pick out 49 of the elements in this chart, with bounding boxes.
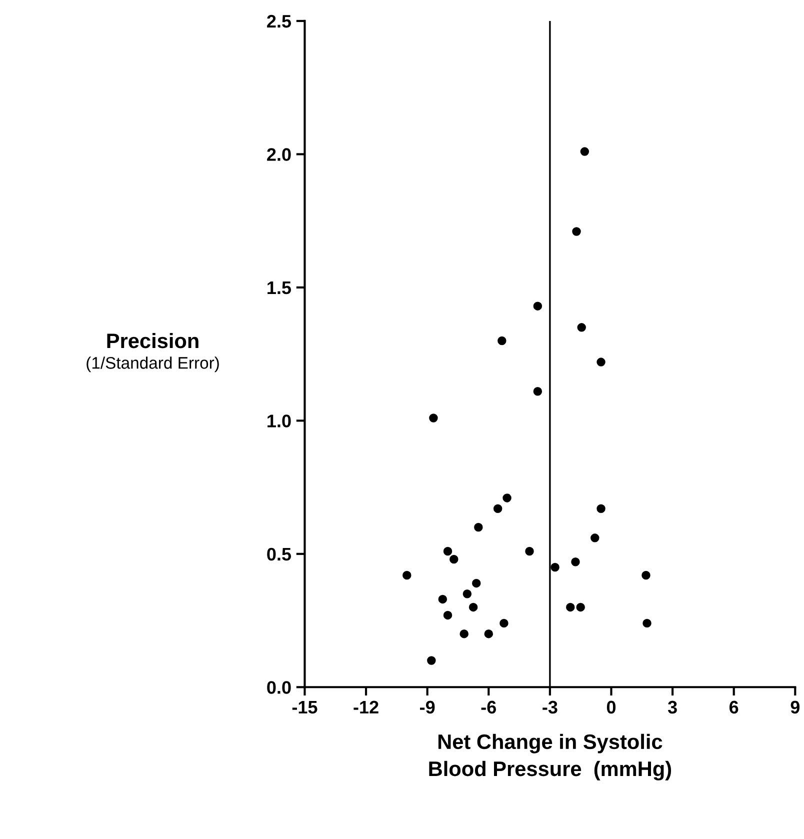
point: [642, 618, 652, 628]
point: [468, 602, 478, 612]
x-axis-title: Net Change in Systolic Blood Pressure (mmHg): [429, 734, 672, 780]
point: [566, 602, 575, 612]
x-tick-label: 6: [729, 700, 738, 714]
point: [474, 522, 483, 532]
x-tick-label: -9: [420, 700, 435, 714]
y-tick-label: 2.5: [267, 14, 292, 28]
point: [472, 578, 481, 588]
point: [596, 358, 606, 366]
point: [571, 558, 580, 566]
y-tick-label: 0.0: [267, 681, 291, 694]
point: [498, 336, 506, 346]
point: [533, 386, 542, 396]
y-tick-label: 0.5: [267, 548, 292, 561]
point: [577, 323, 586, 332]
point: [443, 610, 452, 620]
point: [427, 656, 436, 665]
point: [438, 594, 448, 604]
point: [642, 570, 650, 580]
point: [525, 546, 534, 556]
y-tick-label: 1.0: [268, 414, 291, 428]
point: [462, 590, 472, 598]
point: [460, 629, 468, 638]
y-tick-label: 2.0: [267, 148, 291, 161]
x-tick-label: 9: [790, 700, 800, 714]
y-axis-title: Precision (1/Standard Error): [86, 332, 219, 372]
x-tick-label: -3: [542, 700, 558, 714]
x-tick-label: 0: [606, 700, 616, 714]
point: [572, 227, 581, 236]
point: [402, 570, 412, 580]
point: [576, 602, 585, 612]
point: [596, 504, 606, 513]
point: [484, 629, 493, 638]
point: [429, 414, 438, 422]
x-tick-label: -6: [481, 700, 496, 714]
point: [500, 618, 508, 628]
x-tick-label: -15: [292, 701, 318, 714]
point: [590, 534, 600, 542]
point: [502, 494, 512, 502]
point: [443, 546, 452, 556]
y-tick-label: 1.5: [268, 282, 292, 294]
x-tick-label: 3: [668, 700, 677, 714]
point: [550, 562, 560, 572]
x-tick-label: -12: [354, 700, 378, 714]
point: [450, 554, 458, 564]
point: [493, 504, 502, 513]
point: [580, 147, 590, 156]
point: [533, 302, 542, 310]
